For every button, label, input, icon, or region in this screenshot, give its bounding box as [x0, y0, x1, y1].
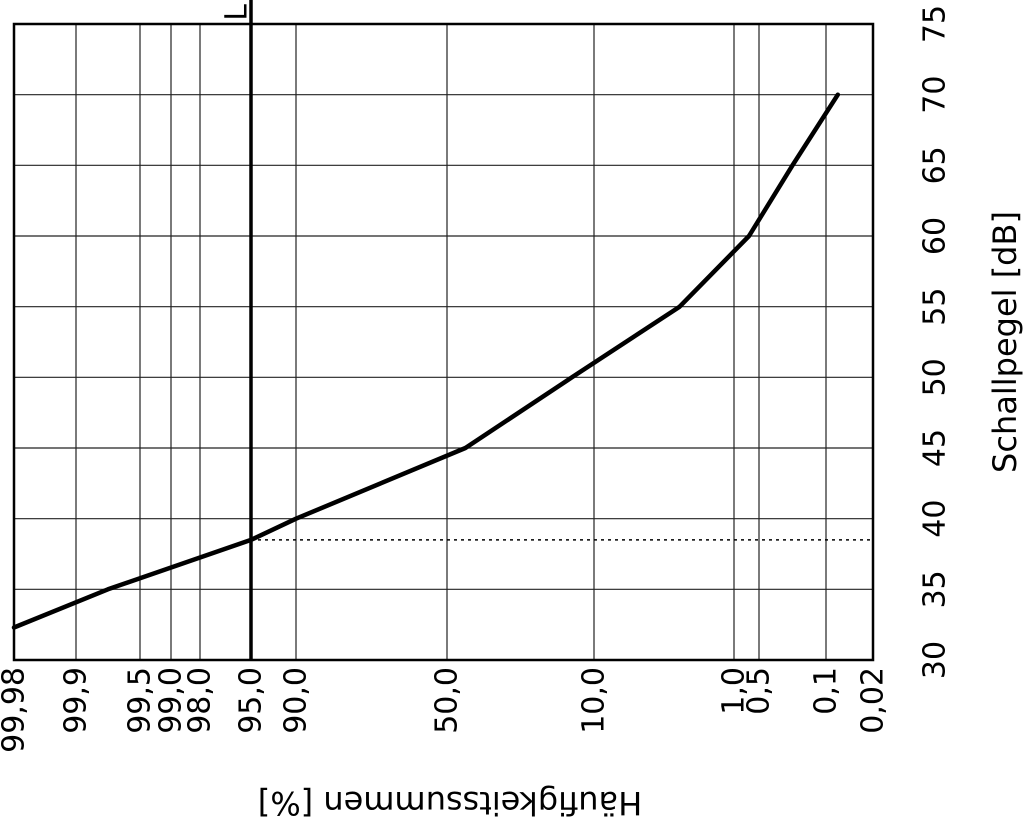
- level-tick-label: 60: [918, 217, 953, 255]
- level-tick-label: 65: [918, 146, 953, 184]
- percent-tick-label: 0,02: [856, 667, 891, 734]
- level-tick-label: 35: [918, 570, 953, 608]
- level-tick-label: 40: [918, 500, 953, 538]
- percent-tick-label: 50,0: [430, 667, 465, 734]
- chart-grid: [14, 24, 873, 660]
- percent-tick-label: 0,5: [742, 667, 777, 715]
- percent-tick-label: 99,5: [123, 667, 158, 734]
- reference-lines: [249, 0, 873, 660]
- level-tick-label: 45: [918, 429, 953, 467]
- level-axis-title: Schallpegel [dB]: [986, 211, 1024, 473]
- percent-axis-title: Häufigkeitssummen [%]: [258, 784, 642, 822]
- percent-tick-label: 95,0: [234, 667, 269, 734]
- tick-labels: L 30 35 40 45 50 55 60 65 70 75 99,98 99,9 99,599,098…: [0, 4, 953, 753]
- series-lines: [11, 92, 841, 630]
- percent-tick-label: 99,9: [59, 667, 94, 734]
- percent-tick-label: 99,0: [154, 667, 189, 734]
- plot-frame: [12, 22, 875, 662]
- level-tick-label: 70: [918, 76, 953, 114]
- cumulative-frequency-line: [11, 92, 841, 630]
- level-tick-label: 75: [918, 5, 953, 43]
- reference-line-label: L: [220, 4, 255, 21]
- percent-tick-label: 0,1: [809, 667, 844, 715]
- percent-tick-label: 90,0: [279, 667, 314, 734]
- percent-tick-label: 99,98: [0, 667, 32, 753]
- level-tick-label: 50: [918, 358, 953, 396]
- percent-tick-label: 98,0: [183, 667, 218, 734]
- percent-tick-label: 10,0: [577, 667, 612, 734]
- level-tick-label: 30: [918, 641, 953, 679]
- percent-tick-label: 1,0: [717, 667, 752, 715]
- level-tick-label: 55: [918, 288, 953, 326]
